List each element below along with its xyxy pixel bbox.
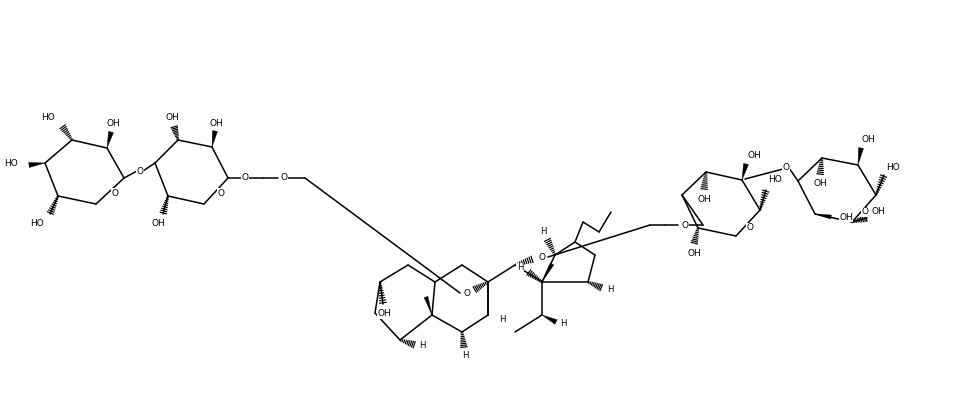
- Text: H: H: [517, 263, 523, 273]
- Text: OH: OH: [839, 213, 853, 221]
- Text: H: H: [560, 320, 566, 328]
- Text: O: O: [136, 166, 143, 175]
- Text: H: H: [419, 341, 426, 349]
- Text: O: O: [782, 164, 790, 173]
- Text: OH: OH: [687, 248, 701, 257]
- Text: OH: OH: [377, 309, 391, 318]
- Text: OH: OH: [862, 135, 876, 145]
- Text: OH: OH: [209, 118, 223, 128]
- Text: H: H: [499, 314, 506, 324]
- Text: OH: OH: [747, 152, 761, 160]
- Polygon shape: [542, 315, 557, 324]
- Text: HO: HO: [30, 219, 44, 229]
- Polygon shape: [212, 130, 217, 147]
- Text: OH: OH: [872, 208, 885, 217]
- Text: O: O: [746, 223, 754, 232]
- Text: O: O: [111, 189, 119, 198]
- Polygon shape: [742, 163, 748, 180]
- Text: HO: HO: [4, 160, 18, 168]
- Text: H: H: [540, 227, 546, 236]
- Text: H: H: [607, 286, 614, 295]
- Text: O: O: [217, 189, 224, 198]
- Text: H: H: [462, 351, 468, 360]
- Text: OH: OH: [813, 179, 827, 189]
- Text: OH: OH: [697, 196, 711, 204]
- Text: O: O: [242, 173, 248, 183]
- Text: O: O: [539, 252, 545, 261]
- Text: OH: OH: [106, 120, 120, 128]
- Text: HO: HO: [768, 175, 782, 185]
- Polygon shape: [858, 147, 864, 165]
- Text: HO: HO: [41, 114, 55, 122]
- Text: OH: OH: [151, 219, 165, 229]
- Polygon shape: [542, 263, 554, 282]
- Text: OH: OH: [166, 114, 179, 122]
- Polygon shape: [107, 131, 113, 148]
- Text: O: O: [281, 173, 287, 183]
- Text: O: O: [861, 208, 869, 217]
- Polygon shape: [424, 297, 432, 315]
- Polygon shape: [28, 162, 45, 168]
- Text: O: O: [464, 288, 470, 297]
- Text: O: O: [682, 221, 689, 229]
- Text: HO: HO: [886, 162, 900, 172]
- Polygon shape: [815, 214, 832, 219]
